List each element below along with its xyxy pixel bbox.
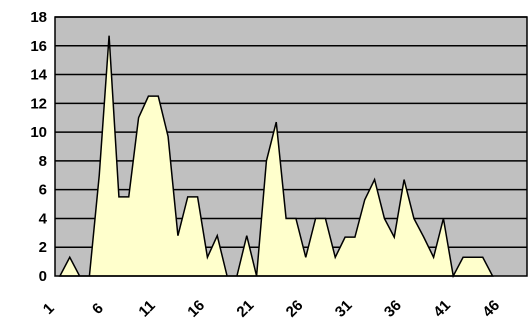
y-tick-label: 12 [30,95,47,112]
y-tick-label: 4 [39,210,48,227]
x-tick-label: 41 [430,297,454,321]
y-tick-label: 8 [39,153,47,170]
y-tick-label: 0 [39,268,47,285]
y-tick-label: 10 [30,124,47,141]
y-tick-label: 14 [30,67,47,84]
y-tick-label: 16 [30,38,47,55]
x-tick-label: 46 [479,297,503,321]
series-area [58,35,494,279]
x-tick-label: 31 [332,297,356,321]
y-tick-label: 18 [30,9,47,26]
x-tick-label: 26 [283,297,307,321]
x-tick-label: 11 [135,297,158,320]
x-tick-label: 6 [89,300,107,318]
plot-border [54,16,528,277]
y-axis-ticks: 0 2 4 6 8 10 12 14 16 18 [30,9,47,285]
y-tick-label: 6 [39,182,47,199]
x-tick-label: 1 [40,300,58,318]
x-tick-label: 21 [233,297,257,321]
x-axis-ticks: 1 6 11 16 21 26 31 36 41 46 [40,297,503,321]
x-tick-label: 16 [184,297,208,321]
y-tick-label: 2 [39,239,47,256]
x-tick-label: 36 [381,297,405,321]
